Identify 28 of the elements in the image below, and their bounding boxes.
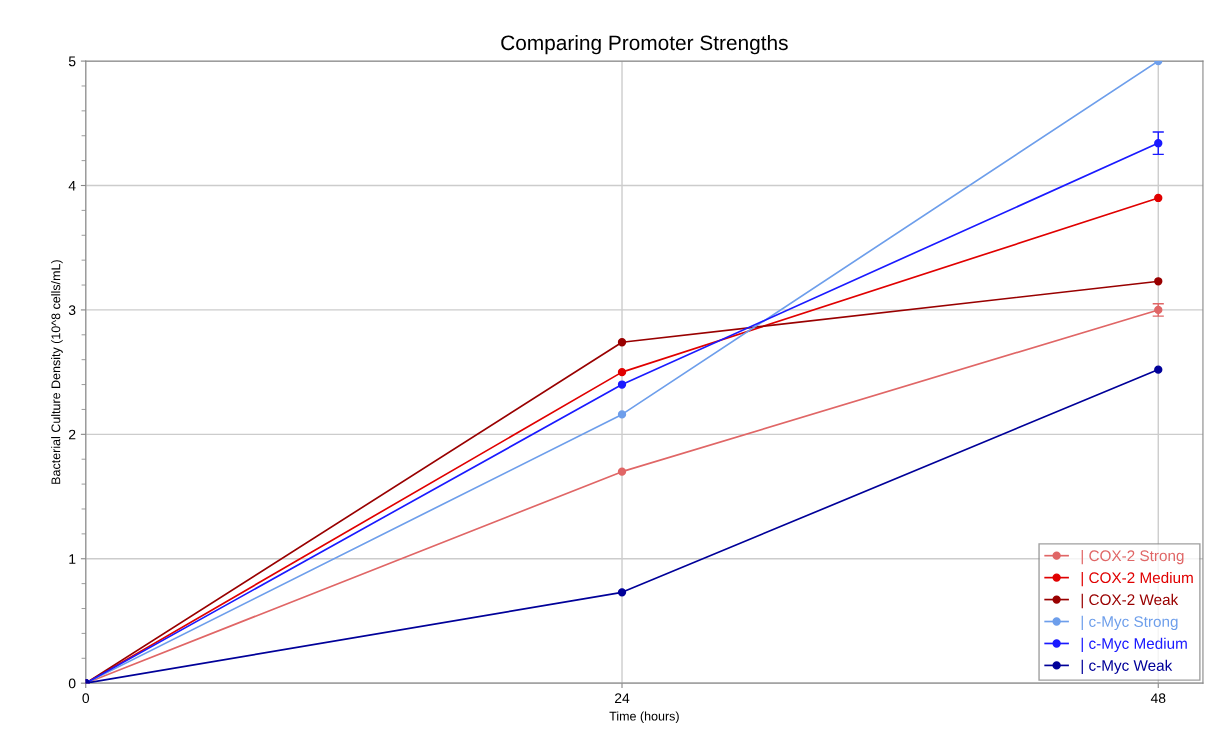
y-tick-label: 4	[68, 180, 76, 191]
y-tick-label: 0	[68, 678, 76, 689]
point	[617, 338, 627, 347]
point	[1154, 277, 1163, 286]
point	[1154, 193, 1163, 203]
point	[1154, 139, 1163, 148]
y-tick-label: 2	[69, 429, 76, 440]
legend-label: | c-Myc Weak	[1081, 659, 1173, 674]
point	[1154, 365, 1163, 374]
point	[617, 410, 627, 419]
x-tick-label: 48	[1150, 693, 1166, 704]
y-tick-label: 1	[69, 554, 76, 564]
point	[617, 467, 627, 476]
legend-label: | COX-2 Strong	[1081, 549, 1184, 565]
legend-label: | c-Myc Medium	[1081, 637, 1187, 653]
legend-label: | COX-2 Medium	[1081, 571, 1193, 587]
x-tick-label: 24	[614, 693, 630, 703]
point	[617, 367, 627, 377]
chart-title: Comparing Promoter Strengths	[501, 34, 788, 55]
y-tick-label: 5	[68, 56, 76, 67]
legend-label: | c-Myc Strong	[1081, 615, 1178, 631]
legend-label: | COX-2 Weak	[1081, 593, 1179, 609]
point	[617, 380, 627, 389]
point	[617, 588, 627, 597]
y-tick-label: 3	[68, 305, 76, 316]
x-axis-title: Time (hours)	[609, 711, 679, 724]
y-axis-title: Bacterial Culture Density (10^8 cells/mL)	[51, 260, 63, 484]
x-tick-label: 0	[82, 693, 90, 704]
